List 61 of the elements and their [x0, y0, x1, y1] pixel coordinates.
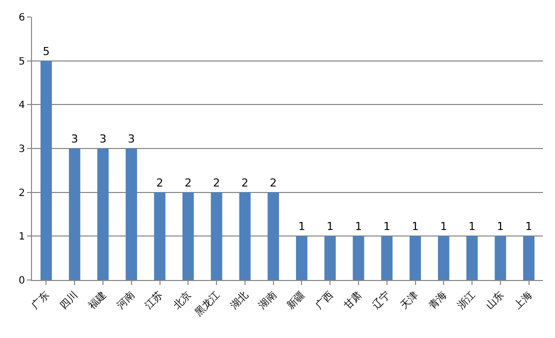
x-tick-label: 辽宁	[370, 289, 393, 312]
bar	[410, 236, 421, 280]
data-label: 2	[213, 176, 220, 190]
data-label: 1	[298, 220, 306, 234]
data-label: 1	[468, 220, 476, 234]
bar	[154, 192, 166, 280]
bar	[68, 148, 80, 280]
y-tick-label: 0	[18, 276, 25, 286]
bar	[268, 192, 279, 280]
data-label: 1	[412, 220, 419, 234]
bar	[296, 236, 308, 280]
y-tick-label: 3	[18, 144, 25, 155]
x-tick-label: 浙江	[455, 289, 478, 312]
bar	[352, 236, 364, 280]
bar	[466, 236, 478, 280]
data-label: 1	[383, 220, 390, 234]
x-tick-label: 上海	[512, 289, 534, 312]
bar	[182, 192, 194, 280]
bar	[381, 236, 393, 280]
x-tick-label: 广西	[313, 289, 336, 312]
data-label: 3	[128, 132, 135, 146]
data-label: 2	[270, 176, 277, 190]
bar	[239, 192, 251, 280]
x-tick-label: 甘肃	[342, 289, 364, 312]
x-tick-label: 黑龙江	[192, 289, 222, 319]
x-tick-label: 湖南	[256, 289, 279, 312]
data-label: 2	[156, 176, 164, 190]
x-tick-label: 四川	[58, 289, 80, 312]
data-label: 1	[326, 220, 334, 234]
y-tick-label: 4	[18, 100, 25, 112]
x-tick-label: 青海	[426, 289, 450, 312]
x-tick-label: 江苏	[142, 289, 166, 312]
data-label: 1	[440, 220, 448, 234]
data-label: 3	[99, 132, 106, 146]
x-tick-label: 广东	[29, 289, 52, 312]
y-tick-label: 1	[18, 232, 25, 243]
bar	[494, 236, 506, 280]
x-tick-label: 山东	[483, 289, 506, 312]
bar	[523, 236, 534, 280]
data-label: 5	[42, 44, 50, 58]
data-label: 1	[525, 220, 532, 234]
x-tick-label: 福建	[86, 289, 109, 312]
bar	[97, 148, 109, 280]
x-tick-label: 天津	[398, 289, 421, 312]
y-tick-label: 6	[18, 12, 25, 24]
y-tick-label: 2	[18, 188, 25, 199]
y-tick-label: 5	[18, 56, 25, 68]
x-tick-label: 河南	[114, 289, 138, 312]
data-label: 2	[241, 176, 248, 190]
bar	[210, 192, 222, 280]
data-label: 1	[354, 220, 362, 234]
bar	[324, 236, 336, 280]
x-tick-label: 新疆	[284, 289, 308, 312]
data-label: 1	[496, 220, 504, 234]
x-tick-label: 北京	[171, 289, 194, 312]
data-label: 3	[71, 132, 78, 146]
bar	[40, 60, 52, 280]
data-label: 2	[184, 176, 192, 190]
x-tick-label: 湖北	[228, 289, 251, 312]
bar	[438, 236, 450, 280]
bar	[126, 148, 138, 280]
